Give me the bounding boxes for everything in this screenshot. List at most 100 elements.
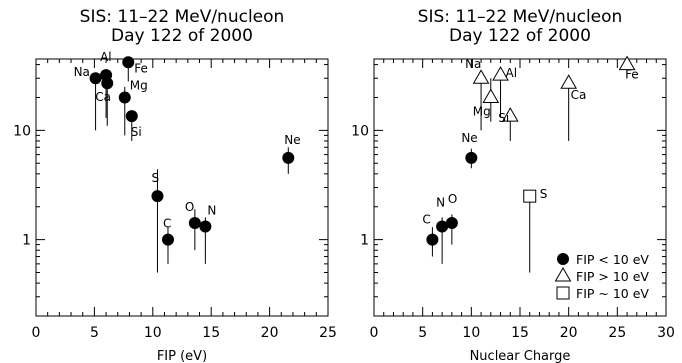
point-label: S [151,171,159,185]
plot-frame [35,58,329,317]
point-label: N [436,195,445,209]
point-label: Al [100,50,112,64]
data-point-fe: Fe [618,55,639,82]
data-point-fe: Fe [122,56,148,82]
circle-marker [282,151,295,164]
chart-subtitle: Day 122 of 2000 [449,26,591,46]
legend-square-marker [556,286,570,300]
data-point-c: C [161,217,174,264]
triangle-marker [472,69,490,84]
data-point-si: Si [498,107,519,141]
point-label: Ca [95,90,111,104]
axis-ticks: 0 5 10 15 20 25 30 1 10 [351,59,675,341]
point-label: Mg [130,78,148,92]
data-point-mg: Mg [118,78,148,136]
y-tick-label: 10 [13,123,31,139]
data-point-o: O [445,192,458,245]
fip-panel: SIS: 11–22 MeV/nucleon Day 122 of 2000 0… [13,7,337,363]
circle-marker [89,72,102,85]
x-tick-label: 0 [32,325,41,341]
legend-text: FIP > 10 eV [576,269,649,284]
chart-subtitle: Day 122 of 2000 [111,26,253,46]
point-label: Al [506,66,518,80]
point-label: O [448,192,457,206]
point-label: Ne [461,131,477,145]
data-point-o: O [185,200,201,251]
x-tick-label: 20 [261,325,279,341]
legend-circle-marker [557,253,569,265]
circle-marker [465,151,478,164]
data-point-ne: Ne [461,131,478,169]
x-tick-label: 10 [144,325,162,341]
legend-triangle-marker [554,266,572,282]
point-label: Ca [571,88,587,102]
y-tick-label: 10 [351,123,369,139]
point-label: Si [498,111,509,125]
chart-title: SIS: 11–22 MeV/nucleon [80,7,285,27]
data-point-ne: Ne [282,133,301,174]
point-label: S [540,187,548,201]
point-label: Fe [625,68,639,82]
chart-title: SIS: 11–22 MeV/nucleon [418,7,623,27]
data-point-s: S [523,187,548,273]
data-point-si: Si [125,110,142,141]
circle-marker [188,216,201,229]
x-tick-label: 20 [560,325,578,341]
data-point-na: Na [465,57,490,131]
point-label: Na [74,65,90,79]
data-point-c: C [422,213,439,257]
x-axis-label: Nuclear Charge [470,349,571,363]
data-marks: Na Al Ca Mg Fe Si S CO N Ne [74,50,301,273]
point-label: C [422,213,430,227]
point-label: Ne [284,133,300,147]
legend-item-circle: FIP < 10 eV [557,252,649,267]
data-point-ca: Ca [560,74,587,141]
axis-ticks: 0 5 10 15 20 25 1 10 [13,59,337,341]
y-tick-label: 1 [360,233,369,249]
data-point-s: S [151,169,164,273]
point-label: C [163,217,171,231]
triangle-marker [618,55,636,71]
legend-item-square: FIP ~ 10 eV [556,286,649,301]
circle-marker [161,233,174,246]
legend: FIP < 10 eV FIP > 10 eV FIP ~ 10 eV [554,252,649,301]
triangle-marker [492,66,509,81]
y-tick-label: 1 [22,233,31,249]
circle-marker [125,110,138,123]
data-point-al: Al [492,66,518,118]
circle-marker [199,220,212,233]
triangle-marker [501,107,519,122]
x-tick-label: 5 [418,325,427,341]
point-label: O [185,200,194,214]
x-tick-label: 15 [202,325,220,341]
circle-marker [151,190,164,203]
circle-marker [118,91,131,104]
circle-marker [426,233,439,246]
circle-marker [101,77,114,90]
triangle-marker [560,74,578,89]
point-label: Mg [473,104,491,118]
circle-marker [445,216,458,229]
data-point-mg: Mg [473,78,500,122]
circle-marker [436,220,449,233]
data-point-n: N [199,203,216,264]
circle-marker [122,56,135,69]
x-tick-label: 30 [657,325,675,341]
x-tick-label: 25 [608,325,626,341]
point-label: Si [131,125,142,139]
data-marks: CN O Ne Na Mg Al Si S Ca Fe [422,55,639,273]
point-label: N [207,203,216,217]
x-tick-label: 10 [462,325,480,341]
x-tick-label: 0 [370,325,379,341]
triangle-marker [482,88,500,103]
point-label: Fe [134,61,148,75]
x-tick-label: 15 [511,325,529,341]
x-tick-label: 5 [90,325,99,341]
x-axis-label: FIP (eV) [157,349,207,363]
legend-text: FIP < 10 eV [576,252,649,267]
data-point-n: N [436,195,449,264]
nuclear-charge-panel: SIS: 11–22 MeV/nucleon Day 122 of 2000 0… [351,7,675,363]
data-point-na: Na [74,65,102,131]
data-point-ca: Ca [95,77,114,126]
